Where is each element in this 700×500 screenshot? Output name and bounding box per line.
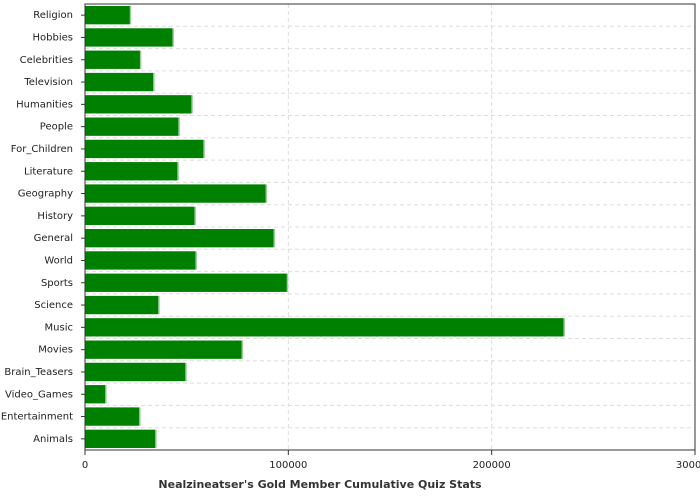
- plot-frame: [84, 3, 696, 451]
- bar: [85, 206, 195, 225]
- x-tick-label: 300000: [676, 460, 700, 471]
- y-tick-label: Television: [23, 77, 73, 88]
- bar: [85, 273, 287, 292]
- y-tick-label: Hobbies: [33, 32, 73, 43]
- bar: [85, 407, 140, 426]
- y-tick-label: Religion: [33, 10, 73, 21]
- y-tick-label: Music: [45, 322, 73, 333]
- bar: [85, 318, 564, 337]
- y-tick-label: Humanities: [16, 99, 73, 110]
- x-tick-label: 100000: [269, 460, 307, 471]
- bar: [85, 385, 106, 404]
- y-tick-label: Movies: [38, 345, 73, 356]
- y-tick-label: Entertainment: [1, 412, 73, 423]
- y-tick-label: Literature: [24, 166, 73, 177]
- x-tick-label: 200000: [473, 460, 511, 471]
- bar: [85, 50, 140, 69]
- bar: [85, 340, 242, 359]
- y-tick-label: For_Children: [11, 144, 73, 155]
- bar: [85, 117, 179, 136]
- bar: [85, 28, 173, 47]
- y-tick-label: Video_Games: [5, 389, 73, 400]
- x-tick-label: 0: [82, 460, 88, 471]
- bar: [85, 95, 192, 114]
- y-tick-label: Brain_Teasers: [4, 367, 73, 378]
- y-tick-label: General: [34, 233, 73, 244]
- bar: [85, 429, 156, 448]
- bar: [85, 229, 274, 248]
- y-tick-label: World: [44, 255, 73, 266]
- chart-title: Nealzineatser's Gold Member Cumulative Q…: [158, 478, 482, 491]
- bar: [85, 362, 186, 382]
- bar: [85, 162, 178, 181]
- y-tick-label: Sports: [41, 278, 73, 289]
- bar: [85, 139, 204, 159]
- bar: [85, 184, 266, 203]
- bar: [85, 295, 159, 315]
- y-tick-label: Animals: [33, 434, 73, 445]
- bar: [85, 72, 154, 92]
- y-tick-label: People: [40, 122, 73, 133]
- bar: [85, 251, 196, 270]
- y-tick-label: Celebrities: [20, 55, 73, 66]
- y-tick-label: Geography: [18, 189, 73, 200]
- y-tick-label: History: [37, 211, 73, 222]
- bar: [85, 6, 130, 25]
- y-tick-label: Science: [34, 300, 73, 311]
